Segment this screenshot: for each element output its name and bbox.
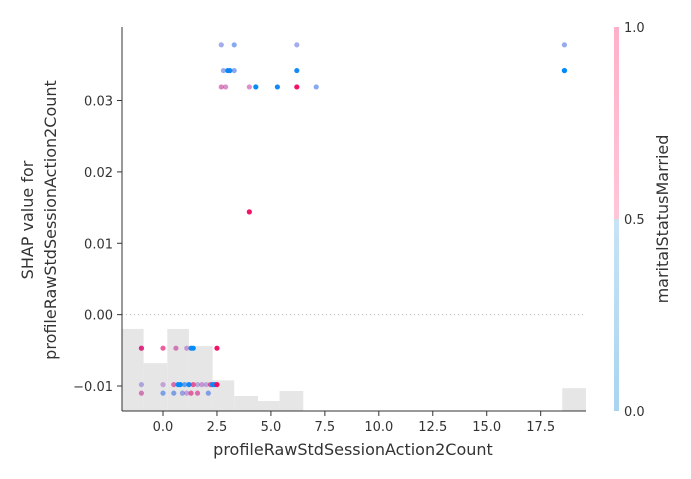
data-point [171,390,177,396]
data-point [186,381,192,388]
data-point [173,345,179,351]
data-point [190,381,196,388]
data-point [138,345,145,351]
colorbar-tick-label-mid: 0.5 [624,213,645,228]
data-point [227,67,233,74]
data-point [218,84,224,90]
data-point [188,390,194,396]
data-point [220,67,227,74]
colorbar-title: maritalStatusMarried [653,135,672,304]
histogram-bar [143,363,168,411]
data-point [138,390,145,396]
data-point [194,381,201,388]
histogram-bar [188,346,213,411]
data-point [214,381,220,388]
data-point [203,381,209,388]
data-point [231,67,237,74]
y-tick-label: 0.02 [84,166,113,181]
x-tick-label: 17.5 [526,420,555,435]
y-axis-ticks: −0.01 0.00 0.01 0.02 0.03 [73,95,122,395]
x-tick-label: 15.0 [472,420,501,435]
x-tick-label: 5.0 [261,420,282,435]
data-point [160,345,166,351]
data-point [160,381,166,388]
y-tick-label: 0.01 [84,237,113,252]
y-tick-label: 0.00 [84,309,113,324]
x-axis-ticks: 0.0 2.5 5.0 7.5 10.0 12.5 15.0 17.5 [153,411,555,435]
data-point [181,381,188,388]
colorbar: 1.0 0.5 0.0 maritalStatusMarried [614,21,672,420]
data-point [561,42,568,48]
data-point [190,345,196,351]
histogram-bar [562,388,586,411]
data-point [253,84,259,90]
histogram-bar [212,380,235,411]
data-point [138,381,145,388]
x-tick-label: 12.5 [418,420,447,435]
data-point [274,84,280,90]
data-point [214,345,220,351]
y-axis-title-line-2: profileRawStdSessionAction2Count [41,80,60,360]
colorbar-tick-label-high: 1.0 [624,21,645,36]
histogram-bar [234,396,258,411]
colorbar-gradient [614,27,619,411]
x-tick-label: 10.0 [364,420,393,435]
data-point [177,381,183,388]
data-point [294,67,300,74]
feature-histogram [122,328,586,411]
data-point [160,390,166,396]
data-point [179,390,186,396]
data-point [194,390,201,396]
histogram-bar [279,391,304,411]
data-point [246,209,252,215]
y-tick-label: −0.01 [73,380,113,395]
data-point [246,84,252,90]
data-point [294,84,300,90]
x-axis-title: profileRawStdSessionAction2Count [213,440,493,459]
colorbar-tick-label-low: 0.0 [624,405,645,420]
data-point [231,42,237,48]
data-point [294,42,300,48]
histogram-bar [257,401,280,411]
y-axis-title-line-1: SHAP value for [18,160,37,279]
data-point [313,84,319,90]
data-point [218,42,224,48]
data-point [184,345,190,351]
x-tick-label: 7.5 [315,420,336,435]
data-point [222,84,229,90]
histogram-bar [167,328,189,411]
x-tick-label: 2.5 [207,420,228,435]
data-points [138,42,568,396]
data-point [171,381,177,388]
data-point [205,390,211,396]
x-tick-label: 0.0 [153,420,174,435]
data-point [184,390,190,396]
data-point [561,67,568,74]
y-tick-label: 0.03 [84,95,113,110]
histogram-bar [122,328,144,411]
data-point [199,381,205,388]
